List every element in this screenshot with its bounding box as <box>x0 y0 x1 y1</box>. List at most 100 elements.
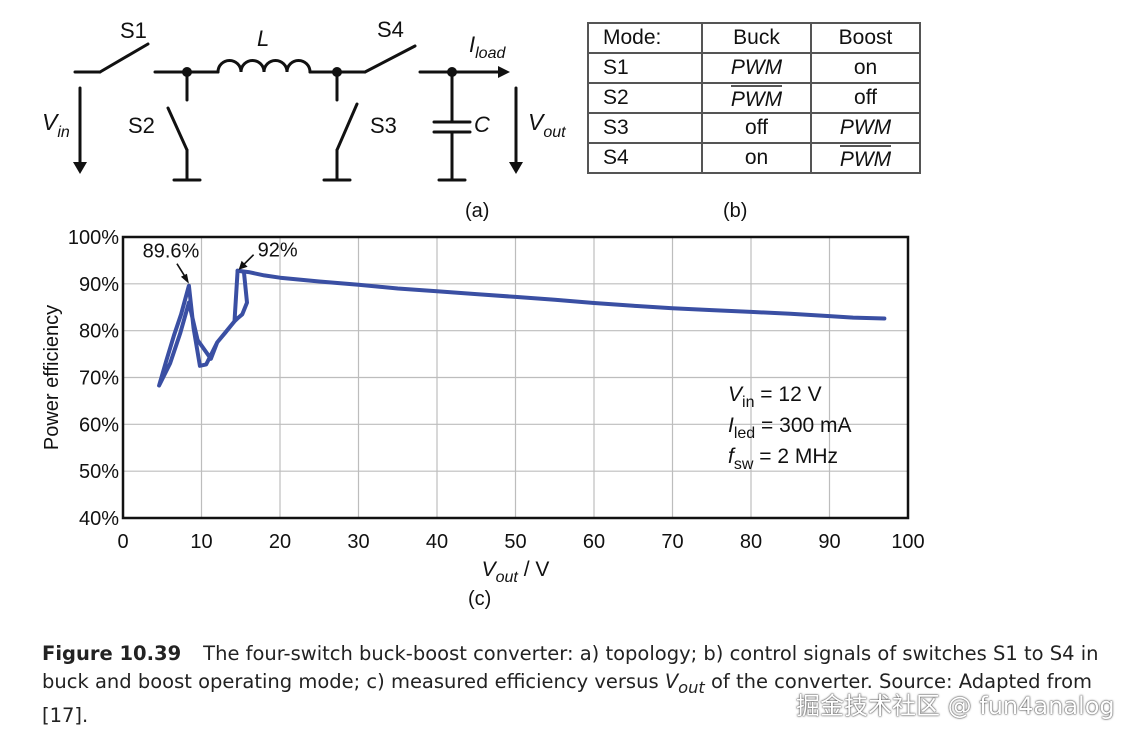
iload-main: I <box>469 32 475 57</box>
param-value: = 12 V <box>754 383 821 406</box>
test-condition-in: Vin = 12 V <box>728 383 822 411</box>
x-tick-label: 90 <box>818 531 840 553</box>
table-row: S2 PWM off <box>587 82 921 114</box>
table-row: S4 on PWM <box>587 142 921 174</box>
row-buck: PWM <box>730 84 783 112</box>
series-layer <box>157 268 887 388</box>
param-value: = 2 MHz <box>753 445 838 468</box>
x-tick-label: 60 <box>583 531 605 553</box>
y-tick-label: 90% <box>79 274 119 296</box>
y-axis-label: Power efficiency <box>41 305 63 450</box>
y-tick-label: 70% <box>79 368 119 390</box>
label-c: C <box>474 112 490 137</box>
figure-caption: Figure 10.39 The four-switch buck-boost c… <box>42 640 1122 730</box>
x-tick-label: 40 <box>426 531 448 553</box>
iload-arrow-head <box>498 66 510 78</box>
x-tick-label: 100 <box>891 531 924 553</box>
table-row: S3 off PWM <box>587 112 921 144</box>
param-value: = 300 mA <box>755 414 851 437</box>
label-s3: S3 <box>370 113 397 138</box>
row-switch: S2 <box>587 82 703 114</box>
y-tick-label: 60% <box>79 414 119 436</box>
node-c-junction <box>447 67 457 77</box>
iload-sub: load <box>475 45 506 62</box>
row-boost: off <box>810 82 921 114</box>
plot-frame <box>121 235 910 520</box>
sublabel-b: (b) <box>723 200 748 222</box>
switch-s2 <box>166 106 189 152</box>
label-l: L <box>257 26 269 51</box>
row-buck: PWM <box>701 52 812 84</box>
param-main: V <box>728 383 744 406</box>
x-tick-label: 20 <box>269 531 291 553</box>
row-boost-cell: PWM <box>810 142 921 174</box>
watermark: 掘金技术社区 @ fun4analog <box>796 692 1115 720</box>
switch-s3 <box>335 102 359 152</box>
label-s1: S1 <box>120 18 147 43</box>
x-tick-label: 0 <box>117 531 128 553</box>
annotation-peak-boost: 92% <box>258 240 298 262</box>
x-tick-label: 30 <box>347 531 369 553</box>
x-axis-label-main: V <box>482 558 498 581</box>
header-boost: Boost <box>810 22 921 54</box>
x-tick-label: 10 <box>190 531 212 553</box>
row-buck: on <box>701 142 812 174</box>
label-vin: Vin <box>42 109 70 141</box>
vout-main: V <box>528 109 546 135</box>
param-sub: in <box>742 394 754 411</box>
y-tick-label: 80% <box>79 321 119 343</box>
vin-arrow-head <box>73 162 87 174</box>
circuit-topology-diagram: S1 S2 S3 S4 L C Vin Vout Iload <box>42 17 566 182</box>
caption-var-main: V <box>664 670 679 693</box>
mode-table-header: Mode: Buck Boost <box>587 22 921 54</box>
annotation-arrow-buck-head <box>180 273 189 284</box>
tick-labels: 0 10 20 30 40 50 60 70 80 90 100 40% 50% 60% 70% 80% 90%… <box>68 227 925 553</box>
x-tick-label: 50 <box>504 531 526 553</box>
header-mode: Mode: <box>587 22 703 54</box>
row-buck: off <box>701 112 812 144</box>
vout-sub: out <box>543 124 566 141</box>
param-main: f <box>728 445 736 468</box>
header-buck: Buck <box>701 22 812 54</box>
x-tick-label: 80 <box>740 531 762 553</box>
switch-s4 <box>363 44 417 74</box>
switch-s1 <box>98 42 150 74</box>
param-sub: sw <box>734 456 754 473</box>
table-row: S1 PWM on <box>587 52 921 84</box>
caption-var-sub: out <box>678 677 705 697</box>
param-sub: led <box>734 425 755 442</box>
param-main: I <box>728 414 734 437</box>
row-buck-cell: PWM <box>701 82 812 114</box>
vin-sub: in <box>57 124 70 141</box>
efficiency-chart: 0 10 20 30 40 50 60 70 80 90 100 40% 50% 60% 70% 80% 90%… <box>41 227 925 586</box>
efficiency-series-line-0 <box>157 268 249 388</box>
test-condition-led: Iled = 300 mA <box>728 414 852 442</box>
sublabel-a: (a) <box>465 200 490 222</box>
label-s4: S4 <box>377 17 404 42</box>
x-tick-label: 70 <box>661 531 683 553</box>
vout-arrow-head <box>509 162 523 174</box>
efficiency-series-line-1 <box>235 268 887 321</box>
row-boost: PWM <box>839 144 892 172</box>
annotation-peak-buck: 89.6% <box>143 241 200 263</box>
node-s2-junction <box>182 67 192 77</box>
x-axis-label-suffix: / V <box>518 558 550 581</box>
chart-grid <box>123 237 908 518</box>
inductor-l <box>216 59 312 74</box>
row-switch: S3 <box>587 112 703 144</box>
test-condition-sw: fsw = 2 MHz <box>728 445 838 473</box>
node-s3-junction <box>332 67 342 77</box>
figure-number: Figure 10.39 <box>42 642 182 665</box>
label-iload: Iload <box>469 32 506 62</box>
test-conditions: Vin = 12 V Iled = 300 mA fsw = 2 MHz <box>728 383 852 473</box>
x-axis-label: Vout / V <box>482 558 550 586</box>
row-switch: S1 <box>587 52 703 84</box>
y-tick-label: 40% <box>79 508 119 530</box>
y-tick-label: 50% <box>79 461 119 483</box>
row-boost: on <box>810 52 921 84</box>
annotations: 89.6% 92% <box>143 240 298 284</box>
row-switch: S4 <box>587 142 703 174</box>
caption-text-before: The four-switch buck-boost converter: a)… <box>42 642 1099 693</box>
mode-table: Mode: Buck Boost S1 PWM on S2 PWM off S3… <box>587 22 921 174</box>
vin-main: V <box>42 109 60 135</box>
